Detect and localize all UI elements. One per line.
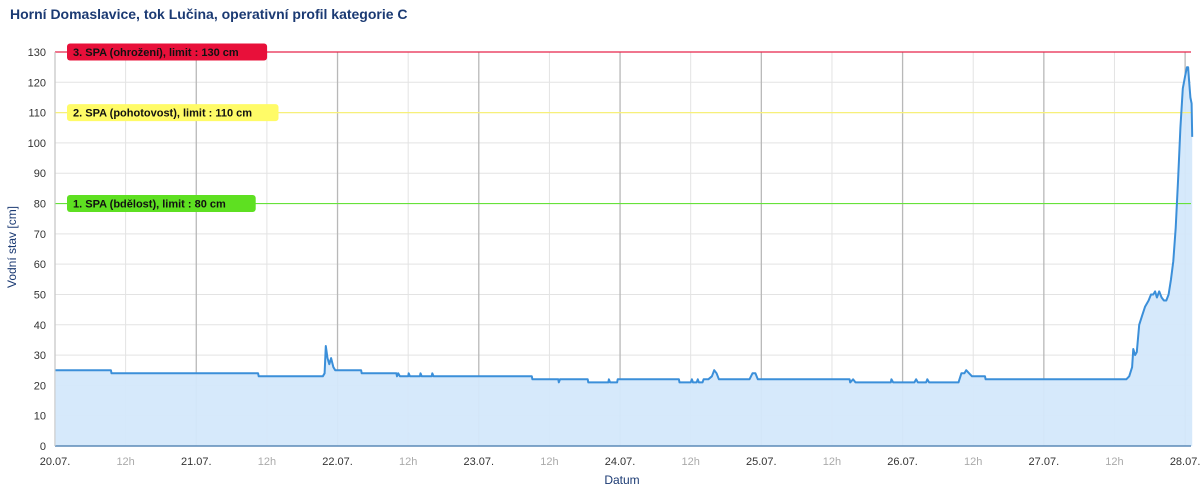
threshold-label: 3. SPA (ohrožení), limit : 130 cm: [73, 47, 239, 59]
x-tick-labels: 20.07. 12h 21.07. 12h 22.07. 12h 23.07. 12h 24.0…: [40, 456, 1200, 468]
x-tick-label-hour: 12h: [540, 456, 558, 468]
x-tick-label-date: 20.07.: [40, 456, 71, 468]
y-tick-label: 120: [28, 77, 46, 89]
x-tick-label-hour: 12h: [1105, 456, 1123, 468]
x-tick-label-date: 24.07.: [605, 456, 636, 468]
y-tick-label: 50: [34, 289, 46, 301]
y-tick-label: 90: [34, 168, 46, 180]
axes: [54, 52, 1191, 447]
threshold-labels: 1. SPA (bdělost), limit : 80 cm 2. SPA (p…: [67, 43, 279, 213]
x-tick-label-hour: 12h: [116, 456, 134, 468]
threshold-label: 2. SPA (pohotovost), limit : 110 cm: [73, 108, 252, 120]
series-area: [55, 67, 1193, 446]
y-tick-label: 80: [34, 199, 46, 211]
x-tick-label-hour: 12h: [399, 456, 417, 468]
x-tick-label-date: 25.07.: [746, 456, 777, 468]
y-tick-label: 60: [34, 259, 46, 271]
y-tick-label: 30: [34, 350, 46, 362]
y-axis-title: Vodní stav [cm]: [5, 206, 19, 288]
x-tick-label-date: 27.07.: [1029, 456, 1060, 468]
x-tick-label-hour: 12h: [258, 456, 276, 468]
y-tick-labels: 0 10 20 30 40 50 60 70 80 90 100 110 120 130: [28, 47, 46, 453]
x-tick-label-hour: 12h: [682, 456, 700, 468]
y-tick-label: 70: [34, 229, 46, 241]
threshold-label-box: [67, 195, 256, 213]
y-tick-label: 40: [34, 320, 46, 332]
x-tick-label-date: 22.07.: [322, 456, 353, 468]
threshold-lines: [55, 51, 1191, 205]
y-tick-label: 0: [40, 441, 46, 453]
x-tick-label-hour: 12h: [823, 456, 841, 468]
threshold-label-box: [67, 43, 268, 61]
y-tick-label: 130: [28, 47, 46, 59]
threshold-label: 1. SPA (bdělost), limit : 80 cm: [73, 199, 226, 211]
x-tick-label-date: 23.07.: [463, 456, 494, 468]
x-tick-label-hour: 12h: [964, 456, 982, 468]
threshold-label-box: [67, 104, 279, 122]
y-tick-label: 10: [34, 411, 46, 423]
series-line: [55, 66, 1194, 384]
x-tick-label-date: 28.07.: [1170, 456, 1200, 468]
y-tick-label: 20: [34, 380, 46, 392]
series-line-group: [55, 66, 1194, 384]
x-tick-label-date: 26.07.: [887, 456, 918, 468]
chart-title: Horní Domaslavice, tok Lučina, operativn…: [10, 6, 408, 22]
y-tick-label: 110: [28, 108, 46, 120]
x-axis-title: Datum: [604, 473, 639, 487]
y-tick-label: 100: [28, 138, 46, 150]
series-area-fill: [55, 67, 1193, 446]
x-tick-label-date: 21.07.: [181, 456, 212, 468]
